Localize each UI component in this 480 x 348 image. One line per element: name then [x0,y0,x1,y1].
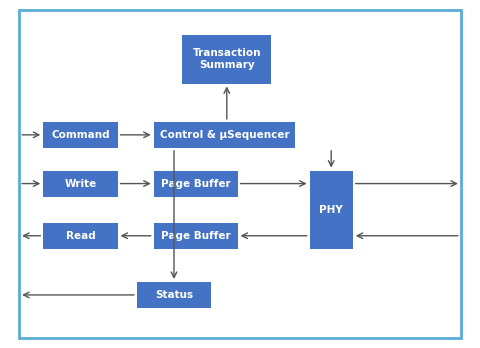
Text: PHY: PHY [319,205,343,215]
FancyBboxPatch shape [154,171,238,197]
Text: Read: Read [66,231,95,241]
Text: Write: Write [64,179,96,189]
FancyBboxPatch shape [182,35,271,84]
FancyBboxPatch shape [43,171,118,197]
FancyBboxPatch shape [43,122,118,148]
FancyBboxPatch shape [154,223,238,249]
Text: Page Buffer: Page Buffer [161,179,230,189]
Text: Transaction
Summary: Transaction Summary [192,48,261,70]
Text: Command: Command [51,130,110,140]
Text: Page Buffer: Page Buffer [161,231,230,241]
FancyBboxPatch shape [154,122,295,148]
FancyBboxPatch shape [310,171,353,249]
Text: Control & μSequencer: Control & μSequencer [159,130,289,140]
FancyBboxPatch shape [43,223,118,249]
Text: Status: Status [155,290,193,300]
FancyBboxPatch shape [137,282,211,308]
